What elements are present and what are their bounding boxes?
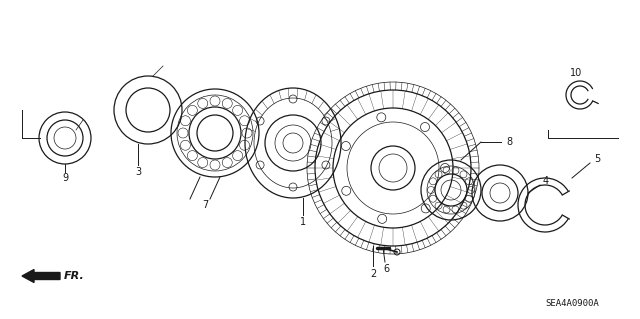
Text: 2: 2 — [370, 269, 376, 279]
Text: FR.: FR. — [64, 271, 84, 281]
Text: 8: 8 — [506, 137, 512, 147]
Text: 9: 9 — [62, 173, 68, 183]
Text: 4: 4 — [543, 176, 549, 186]
FancyArrow shape — [22, 270, 60, 283]
Text: 10: 10 — [570, 68, 582, 78]
Text: 7: 7 — [202, 200, 208, 210]
Text: 1: 1 — [300, 217, 306, 227]
Text: 5: 5 — [594, 154, 600, 164]
Text: 6: 6 — [383, 264, 389, 274]
Text: SEA4A0900A: SEA4A0900A — [545, 299, 599, 308]
Text: 3: 3 — [135, 167, 141, 177]
